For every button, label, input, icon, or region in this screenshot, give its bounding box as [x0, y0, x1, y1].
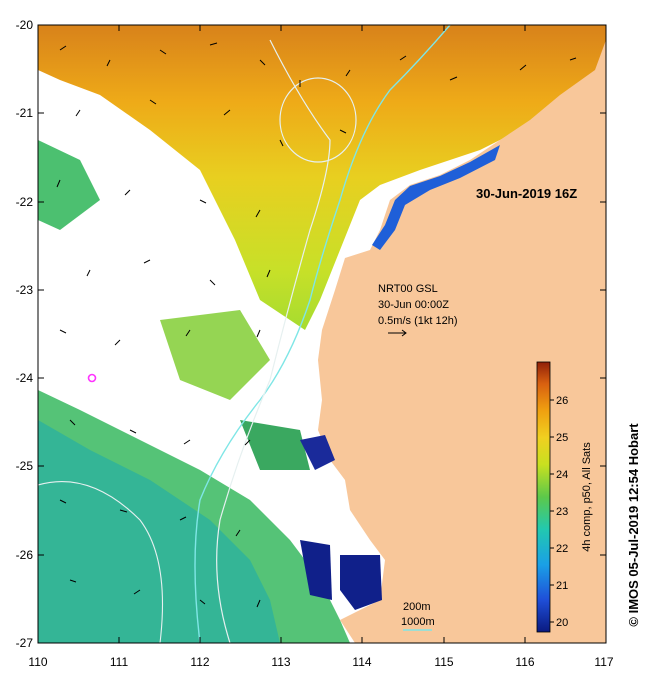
lat-label: -22	[16, 195, 34, 209]
lat-label: -24	[16, 371, 34, 385]
shark-bay-water	[340, 555, 382, 610]
map-frame	[37, 24, 607, 644]
colorbar-tick: 21	[556, 580, 568, 592]
green-patch	[160, 310, 270, 400]
shark-bay-water	[300, 540, 332, 600]
colorbar-tick: 23	[556, 506, 568, 518]
map-panel: 30-Jun-2019 16Z NRT00 GSL 30-Jun 00:00Z …	[38, 25, 606, 643]
scale-arrow	[388, 329, 407, 337]
green-patch	[38, 140, 100, 230]
lat-label: -26	[16, 548, 34, 562]
contour-1000m	[216, 39, 331, 643]
colorbar-tick: 26	[556, 395, 568, 407]
lon-label: 115	[434, 655, 453, 669]
credit-label: © IMOS 05-Jul-2019 12:54 Hobart	[626, 423, 641, 627]
eddy-contour	[279, 77, 357, 163]
green-patch	[240, 420, 310, 470]
land-mass	[318, 40, 606, 643]
lon-label: 112	[190, 655, 209, 669]
contour-1000-label: 1000m	[401, 616, 435, 628]
lat-label: -27	[16, 636, 34, 650]
lat-label: -21	[16, 106, 34, 120]
lon-label: 110	[28, 655, 47, 669]
lon-label: 117	[594, 655, 613, 669]
colorbar: 20 21 22 23 24 25 26 4h comp, p50, All S…	[536, 361, 593, 633]
colorbar-tick: 24	[556, 469, 568, 481]
colorbar-tick: 25	[556, 432, 568, 444]
contour-200-label: 200m	[403, 601, 431, 613]
lat-axis: -20 -21 -22 -23 -24 -25 -26 -27	[16, 18, 606, 650]
warm-water-region	[38, 25, 606, 330]
current-time-label: 30-Jun 00:00Z	[378, 299, 449, 311]
contour-200m	[194, 25, 451, 643]
current-scale-label: 0.5m/s (1kt 12h)	[378, 315, 457, 327]
location-marker	[87, 373, 97, 383]
colorbar-gradient	[536, 361, 551, 633]
lat-label: -20	[16, 18, 34, 32]
lon-label: 116	[515, 655, 534, 669]
contour-1000m	[38, 481, 164, 643]
lon-label: 114	[352, 655, 371, 669]
colorbar-tick: 22	[556, 543, 568, 555]
coastal-cold-water	[300, 435, 335, 470]
current-source-label: NRT00 GSL	[378, 283, 438, 295]
timestamp-label: 30-Jun-2019 16Z	[476, 186, 577, 201]
current-vectors	[56, 42, 577, 608]
coastal-cold-water	[372, 145, 500, 250]
lon-label: 113	[271, 655, 290, 669]
colorbar-label: 4h comp, p50, All Sats	[581, 442, 593, 552]
lat-label: -25	[16, 459, 34, 473]
lon-axis: 110 111 112 113 114 115 116 117	[28, 25, 614, 669]
lat-label: -23	[16, 283, 34, 297]
colorbar-tick: 20	[556, 617, 568, 629]
lon-label: 111	[110, 655, 129, 669]
cool-water-region	[38, 420, 280, 643]
